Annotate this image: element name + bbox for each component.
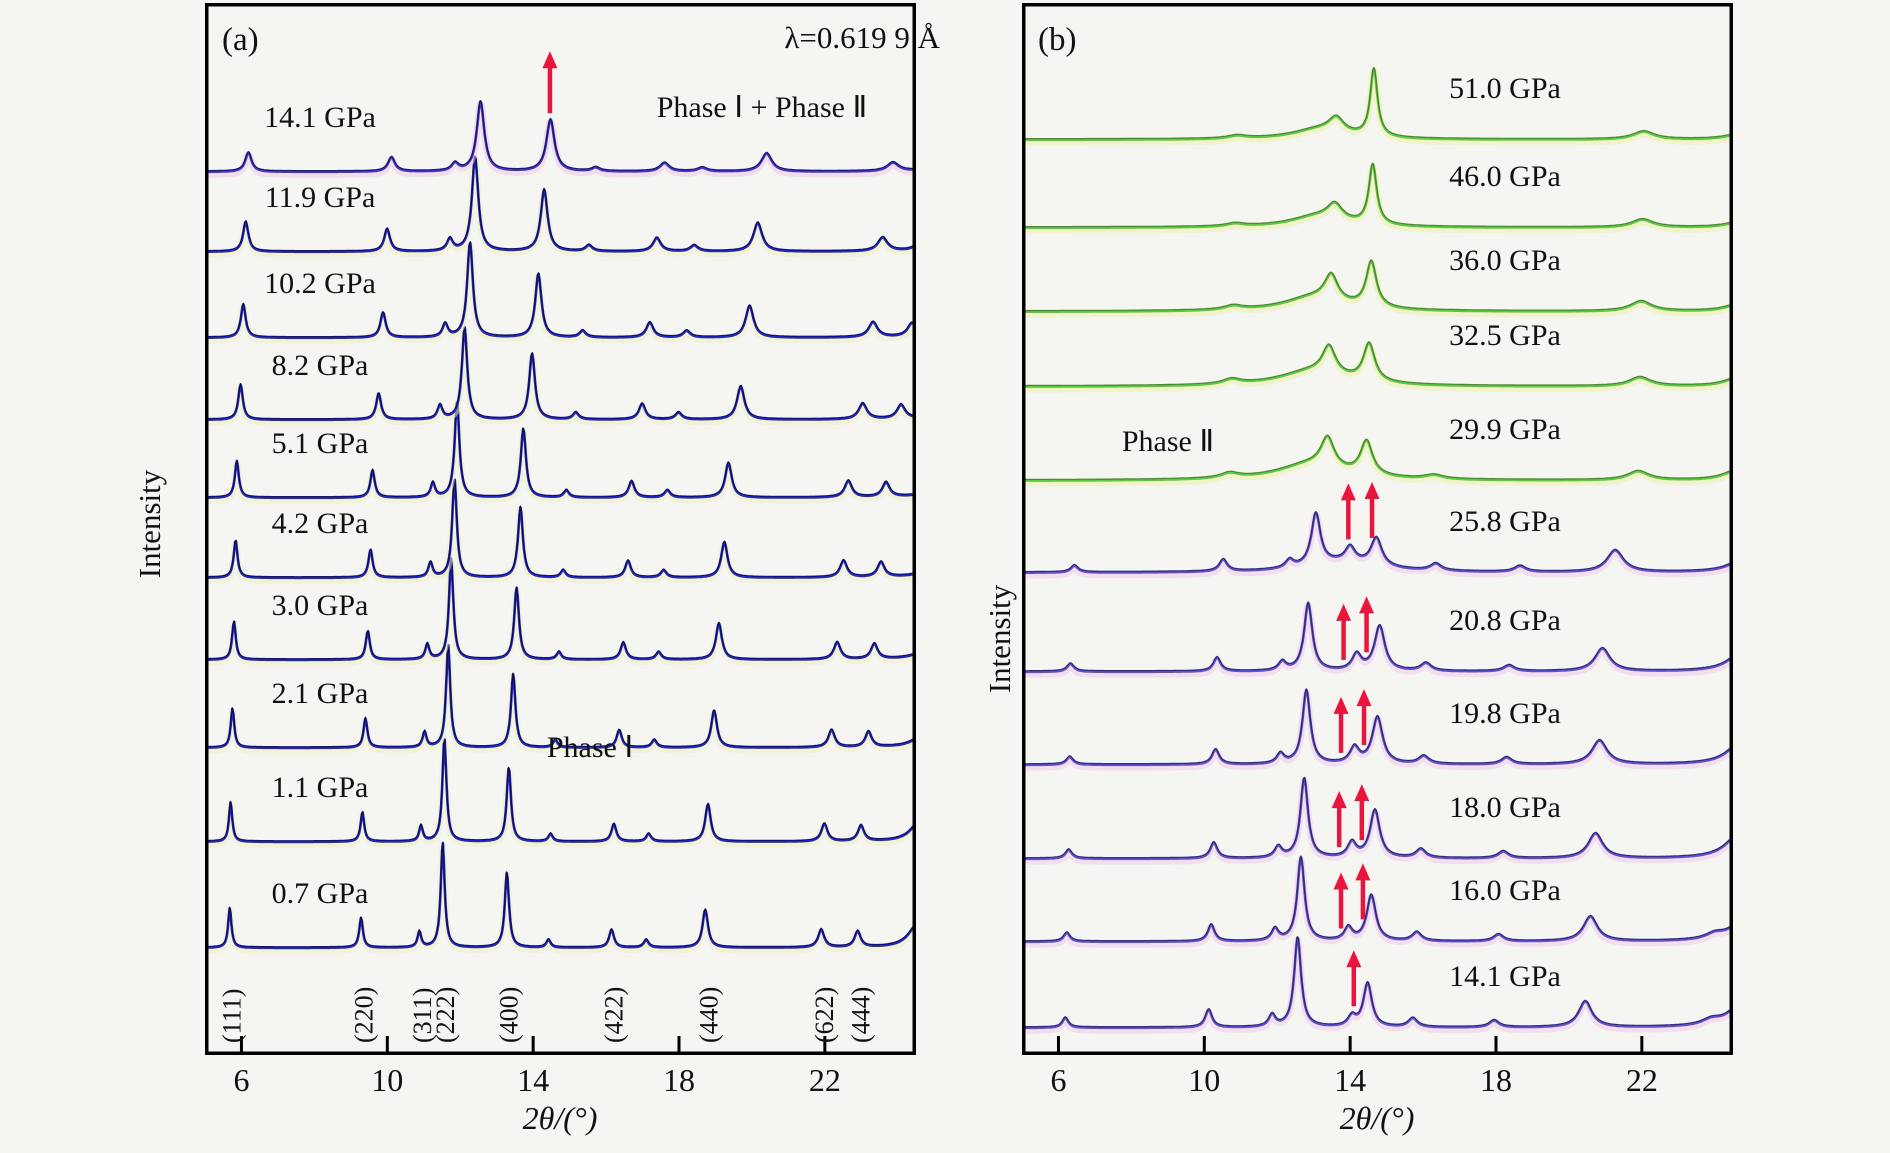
pressure-label: 16.0 GPa xyxy=(1449,874,1561,907)
pressure-label: 32.5 GPa xyxy=(1449,319,1561,352)
panel-a-y-axis-label: Intensity xyxy=(132,469,167,579)
wavelength-annotation: λ=0.619 9 Å xyxy=(784,20,940,55)
pressure-label: 3.0 GPa xyxy=(272,589,369,622)
panel-b-letter: (b) xyxy=(1038,22,1077,58)
phase-arrow-head xyxy=(1333,872,1349,890)
pressure-label: 4.2 GPa xyxy=(272,507,369,540)
xrd-curve-glow xyxy=(1022,860,1733,945)
panel-b-x-axis-label: 2θ/(°) xyxy=(1339,1100,1415,1136)
phase-arrow-head xyxy=(1336,603,1352,621)
x-axis-tick-label: 14 xyxy=(517,1062,549,1098)
xrd-curve-edge xyxy=(1025,259,1730,312)
xrd-curve-glow xyxy=(1022,515,1733,575)
phase-arrow-head xyxy=(1340,483,1356,501)
panel-a-letter: (a) xyxy=(222,22,259,58)
annotations-group: 14.1 GPa 16.0 GPa 18.0 GPa 19.8 GPa 20.8 GPa… xyxy=(1331,72,1561,1007)
phase-2-label: Phase Ⅱ xyxy=(1121,425,1215,458)
pressure-label: 14.1 GPa xyxy=(1449,960,1561,993)
miller-index-label: (422) xyxy=(600,987,629,1043)
panel-border xyxy=(1022,3,1733,1055)
miller-index-label: (440) xyxy=(694,987,723,1043)
panel-b-y-axis-label: Intensity xyxy=(982,584,1017,694)
miller-index-label: (111) xyxy=(218,989,247,1043)
pressure-label: 14.1 GPa xyxy=(264,101,376,134)
pressure-label: 51.0 GPa xyxy=(1449,72,1561,105)
miller-index-label: (444) xyxy=(846,987,875,1043)
miller-index-label: (622) xyxy=(810,987,839,1043)
x-axis-tick-label: 10 xyxy=(1188,1062,1220,1098)
panel-a-x-axis-label: 2θ/(°) xyxy=(522,1100,598,1136)
pressure-label: 0.7 GPa xyxy=(272,877,369,910)
pressure-label: 5.1 GPa xyxy=(272,427,369,460)
x-axis-tick-label: 22 xyxy=(809,1062,841,1098)
pressure-label: 20.8 GPa xyxy=(1449,604,1561,637)
curves-group xyxy=(1022,66,1733,1030)
phase-arrow-head xyxy=(1355,863,1371,881)
miller-index-label: (222) xyxy=(431,987,460,1043)
pressure-label: 11.9 GPa xyxy=(265,181,376,214)
pressure-label: 36.0 GPa xyxy=(1449,244,1561,277)
pressure-label: 10.2 GPa xyxy=(264,267,376,300)
pressure-label: 2.1 GPa xyxy=(272,677,369,710)
x-axis-tick-label: 14 xyxy=(1334,1062,1366,1098)
phase-arrow-head xyxy=(1331,791,1347,809)
phase-1-label: Phase Ⅰ xyxy=(546,731,634,764)
pressure-label: 1.1 GPa xyxy=(272,771,369,804)
x-axis-tick-label: 6 xyxy=(233,1062,249,1098)
pressure-label: 29.9 GPa xyxy=(1449,413,1561,446)
pressure-label: 25.8 GPa xyxy=(1449,505,1561,538)
phase-arrow-head xyxy=(1354,784,1370,802)
pressure-label: 46.0 GPa xyxy=(1449,160,1561,193)
panel-border xyxy=(205,3,916,1055)
phase-arrow-head xyxy=(1359,596,1375,614)
pressure-label: 18.0 GPa xyxy=(1449,791,1561,824)
xrd-curve-edge xyxy=(1025,776,1730,859)
x-axis-tick-label: 10 xyxy=(371,1062,403,1098)
xrd-curve-glow xyxy=(1022,692,1733,767)
miller-index-label: (400) xyxy=(495,987,524,1043)
phase-arrow-head xyxy=(1356,689,1372,707)
x-axis-tick-label: 18 xyxy=(663,1062,695,1098)
x-axis-tick-label: 18 xyxy=(1480,1062,1512,1098)
x-axis-tick-label: 22 xyxy=(1626,1062,1658,1098)
phase-arrow-head xyxy=(542,51,558,69)
phase-arrow-head xyxy=(1333,696,1349,714)
panel-a-plot: 6 10 14 18 22 0.7 GPa 1.1 GPa 2.1 GPa 3.0 GPa 4.2… xyxy=(205,3,916,1098)
pressure-label: 19.8 GPa xyxy=(1449,697,1561,730)
xrd-curve-glow xyxy=(1022,606,1733,675)
xrd-curve xyxy=(1025,259,1730,314)
miller-index-label: (311) xyxy=(408,988,437,1043)
phase-arrow-head xyxy=(1364,482,1380,500)
panel-b-plot: 6 10 14 18 22 14.1 GPa 16.0 GPa 18.0 GPa 19.8 GP… xyxy=(1022,3,1733,1098)
x-axis-tick-label: 6 xyxy=(1050,1062,1066,1098)
miller-index-label: (220) xyxy=(350,987,379,1043)
panel-a-box: 6 10 14 18 22 0.7 GPa 1.1 GPa 2.1 GPa 3.0 GPa 4.2… xyxy=(205,3,916,1098)
annotations-group: 0.7 GPa 1.1 GPa 2.1 GPa 3.0 GPa 4.2 GPa 5.1 G… xyxy=(264,51,558,910)
phase-arrow-head xyxy=(1346,950,1362,968)
pressure-label: 8.2 GPa xyxy=(272,349,369,382)
panel-b-box: 6 10 14 18 22 14.1 GPa 16.0 GPa 18.0 GPa 19.8 GP… xyxy=(1022,3,1733,1098)
phase-1-2-label: Phase Ⅰ + Phase Ⅱ xyxy=(656,91,868,124)
